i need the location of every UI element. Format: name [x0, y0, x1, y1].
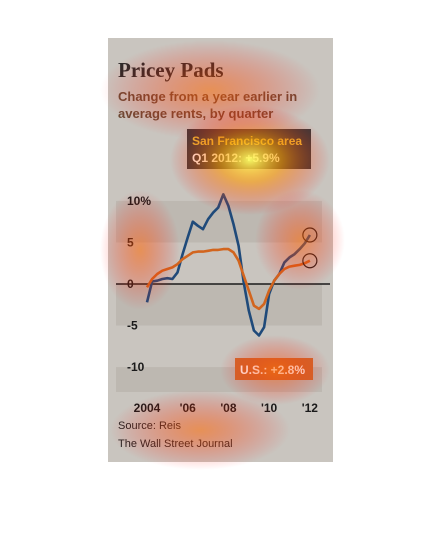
x-tick-label: '08 — [220, 401, 237, 415]
y-tick-label: -10 — [127, 360, 145, 374]
publisher-credit: The Wall Street Journal — [118, 438, 233, 450]
x-tick-label: '06 — [180, 401, 197, 415]
source-note: Source: Reis — [118, 420, 181, 432]
x-axis: 2004 '06 '08 '10 '12 — [134, 401, 319, 415]
band-1 — [116, 284, 322, 326]
y-tick-label: 10% — [127, 194, 151, 208]
callout-sf-line1: San Francisco area — [192, 134, 302, 148]
x-tick-label: '12 — [302, 401, 319, 415]
x-tick-label: 2004 — [134, 401, 161, 415]
callout-sf-line2: Q1 2012: +5.9% — [192, 151, 280, 165]
callout-us-line1: U.S.: +2.8% — [240, 363, 305, 377]
y-tick-label: 5 — [127, 235, 134, 249]
x-tick-label: '10 — [261, 401, 278, 415]
y-tick-label: -5 — [127, 319, 138, 333]
